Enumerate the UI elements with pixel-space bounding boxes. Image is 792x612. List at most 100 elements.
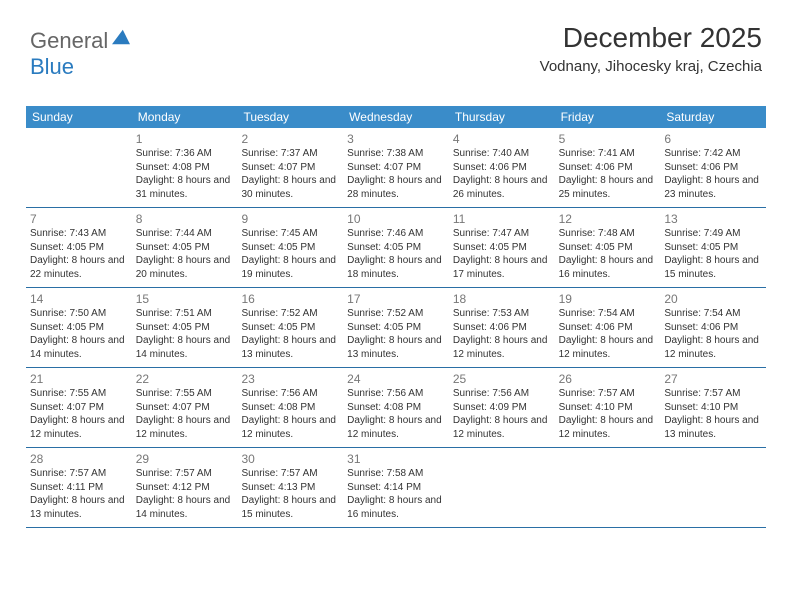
weekday-label: Thursday bbox=[449, 106, 555, 128]
day-number: 14 bbox=[30, 290, 128, 307]
day-details: Sunrise: 7:54 AMSunset: 4:06 PMDaylight:… bbox=[664, 307, 762, 361]
calendar-day: 25Sunrise: 7:56 AMSunset: 4:09 PMDayligh… bbox=[449, 368, 555, 447]
sunrise-text: Sunrise: 7:52 AM bbox=[347, 307, 445, 321]
calendar-day: 19Sunrise: 7:54 AMSunset: 4:06 PMDayligh… bbox=[555, 288, 661, 367]
day-details: Sunrise: 7:44 AMSunset: 4:05 PMDaylight:… bbox=[136, 227, 234, 281]
daylight-text: Daylight: 8 hours and 12 minutes. bbox=[241, 414, 339, 441]
daylight-text: Daylight: 8 hours and 19 minutes. bbox=[241, 254, 339, 281]
day-details: Sunrise: 7:42 AMSunset: 4:06 PMDaylight:… bbox=[664, 147, 762, 201]
weekday-label: Friday bbox=[555, 106, 661, 128]
calendar-day: 24Sunrise: 7:56 AMSunset: 4:08 PMDayligh… bbox=[343, 368, 449, 447]
day-number: 28 bbox=[30, 450, 128, 467]
sunrise-text: Sunrise: 7:43 AM bbox=[30, 227, 128, 241]
sunrise-text: Sunrise: 7:57 AM bbox=[136, 467, 234, 481]
calendar-day bbox=[555, 448, 661, 527]
calendar-day: 31Sunrise: 7:58 AMSunset: 4:14 PMDayligh… bbox=[343, 448, 449, 527]
daylight-text: Daylight: 8 hours and 12 minutes. bbox=[664, 334, 762, 361]
day-details: Sunrise: 7:53 AMSunset: 4:06 PMDaylight:… bbox=[453, 307, 551, 361]
sunrise-text: Sunrise: 7:56 AM bbox=[453, 387, 551, 401]
sunrise-text: Sunrise: 7:47 AM bbox=[453, 227, 551, 241]
day-details: Sunrise: 7:58 AMSunset: 4:14 PMDaylight:… bbox=[347, 467, 445, 521]
calendar-day: 5Sunrise: 7:41 AMSunset: 4:06 PMDaylight… bbox=[555, 128, 661, 207]
sunset-text: Sunset: 4:05 PM bbox=[347, 241, 445, 255]
day-details: Sunrise: 7:54 AMSunset: 4:06 PMDaylight:… bbox=[559, 307, 657, 361]
sunset-text: Sunset: 4:06 PM bbox=[664, 321, 762, 335]
sunrise-text: Sunrise: 7:54 AM bbox=[559, 307, 657, 321]
sunset-text: Sunset: 4:07 PM bbox=[30, 401, 128, 415]
sunset-text: Sunset: 4:05 PM bbox=[241, 241, 339, 255]
day-number: 5 bbox=[559, 130, 657, 147]
daylight-text: Daylight: 8 hours and 25 minutes. bbox=[559, 174, 657, 201]
day-details: Sunrise: 7:55 AMSunset: 4:07 PMDaylight:… bbox=[136, 387, 234, 441]
day-number: 16 bbox=[241, 290, 339, 307]
sunset-text: Sunset: 4:06 PM bbox=[453, 161, 551, 175]
calendar-day: 21Sunrise: 7:55 AMSunset: 4:07 PMDayligh… bbox=[26, 368, 132, 447]
day-number: 9 bbox=[241, 210, 339, 227]
calendar-day: 20Sunrise: 7:54 AMSunset: 4:06 PMDayligh… bbox=[660, 288, 766, 367]
day-number: 2 bbox=[241, 130, 339, 147]
calendar-day: 16Sunrise: 7:52 AMSunset: 4:05 PMDayligh… bbox=[237, 288, 343, 367]
weekday-label: Monday bbox=[132, 106, 238, 128]
day-details: Sunrise: 7:36 AMSunset: 4:08 PMDaylight:… bbox=[136, 147, 234, 201]
sunrise-text: Sunrise: 7:38 AM bbox=[347, 147, 445, 161]
sunrise-text: Sunrise: 7:45 AM bbox=[241, 227, 339, 241]
daylight-text: Daylight: 8 hours and 26 minutes. bbox=[453, 174, 551, 201]
sunrise-text: Sunrise: 7:51 AM bbox=[136, 307, 234, 321]
sunset-text: Sunset: 4:14 PM bbox=[347, 481, 445, 495]
day-number bbox=[664, 450, 762, 453]
calendar: Sunday Monday Tuesday Wednesday Thursday… bbox=[26, 106, 766, 528]
sunrise-text: Sunrise: 7:42 AM bbox=[664, 147, 762, 161]
daylight-text: Daylight: 8 hours and 15 minutes. bbox=[241, 494, 339, 521]
sunrise-text: Sunrise: 7:40 AM bbox=[453, 147, 551, 161]
daylight-text: Daylight: 8 hours and 12 minutes. bbox=[136, 414, 234, 441]
sunrise-text: Sunrise: 7:54 AM bbox=[664, 307, 762, 321]
calendar-day: 11Sunrise: 7:47 AMSunset: 4:05 PMDayligh… bbox=[449, 208, 555, 287]
calendar-day: 6Sunrise: 7:42 AMSunset: 4:06 PMDaylight… bbox=[660, 128, 766, 207]
day-details: Sunrise: 7:56 AMSunset: 4:09 PMDaylight:… bbox=[453, 387, 551, 441]
day-number: 13 bbox=[664, 210, 762, 227]
day-number: 8 bbox=[136, 210, 234, 227]
day-details: Sunrise: 7:50 AMSunset: 4:05 PMDaylight:… bbox=[30, 307, 128, 361]
day-number: 24 bbox=[347, 370, 445, 387]
calendar-day: 13Sunrise: 7:49 AMSunset: 4:05 PMDayligh… bbox=[660, 208, 766, 287]
weekday-label: Tuesday bbox=[237, 106, 343, 128]
day-details: Sunrise: 7:57 AMSunset: 4:13 PMDaylight:… bbox=[241, 467, 339, 521]
daylight-text: Daylight: 8 hours and 16 minutes. bbox=[559, 254, 657, 281]
page-title: December 2025 bbox=[540, 22, 762, 54]
sunrise-text: Sunrise: 7:56 AM bbox=[241, 387, 339, 401]
calendar-day: 27Sunrise: 7:57 AMSunset: 4:10 PMDayligh… bbox=[660, 368, 766, 447]
day-details: Sunrise: 7:45 AMSunset: 4:05 PMDaylight:… bbox=[241, 227, 339, 281]
calendar-day bbox=[26, 128, 132, 207]
day-details: Sunrise: 7:52 AMSunset: 4:05 PMDaylight:… bbox=[347, 307, 445, 361]
sunset-text: Sunset: 4:07 PM bbox=[136, 401, 234, 415]
sunrise-text: Sunrise: 7:52 AM bbox=[241, 307, 339, 321]
calendar-day: 29Sunrise: 7:57 AMSunset: 4:12 PMDayligh… bbox=[132, 448, 238, 527]
logo-text-blue: Blue bbox=[30, 54, 74, 79]
day-number: 15 bbox=[136, 290, 234, 307]
daylight-text: Daylight: 8 hours and 18 minutes. bbox=[347, 254, 445, 281]
sunrise-text: Sunrise: 7:50 AM bbox=[30, 307, 128, 321]
location-text: Vodnany, Jihocesky kraj, Czechia bbox=[540, 58, 762, 75]
day-number: 4 bbox=[453, 130, 551, 147]
daylight-text: Daylight: 8 hours and 13 minutes. bbox=[30, 494, 128, 521]
logo-sail-icon bbox=[110, 28, 132, 46]
weekday-header: Sunday Monday Tuesday Wednesday Thursday… bbox=[26, 106, 766, 128]
logo-text-general: General bbox=[30, 28, 108, 53]
sunset-text: Sunset: 4:06 PM bbox=[559, 321, 657, 335]
daylight-text: Daylight: 8 hours and 15 minutes. bbox=[664, 254, 762, 281]
sunset-text: Sunset: 4:08 PM bbox=[347, 401, 445, 415]
sunset-text: Sunset: 4:08 PM bbox=[136, 161, 234, 175]
day-details: Sunrise: 7:40 AMSunset: 4:06 PMDaylight:… bbox=[453, 147, 551, 201]
sunset-text: Sunset: 4:13 PM bbox=[241, 481, 339, 495]
day-number: 29 bbox=[136, 450, 234, 467]
calendar-week: 28Sunrise: 7:57 AMSunset: 4:11 PMDayligh… bbox=[26, 448, 766, 528]
sunrise-text: Sunrise: 7:56 AM bbox=[347, 387, 445, 401]
daylight-text: Daylight: 8 hours and 13 minutes. bbox=[241, 334, 339, 361]
sunset-text: Sunset: 4:10 PM bbox=[664, 401, 762, 415]
day-number: 11 bbox=[453, 210, 551, 227]
sunrise-text: Sunrise: 7:44 AM bbox=[136, 227, 234, 241]
day-number: 23 bbox=[241, 370, 339, 387]
weekday-label: Wednesday bbox=[343, 106, 449, 128]
weekday-label: Saturday bbox=[660, 106, 766, 128]
day-number: 17 bbox=[347, 290, 445, 307]
